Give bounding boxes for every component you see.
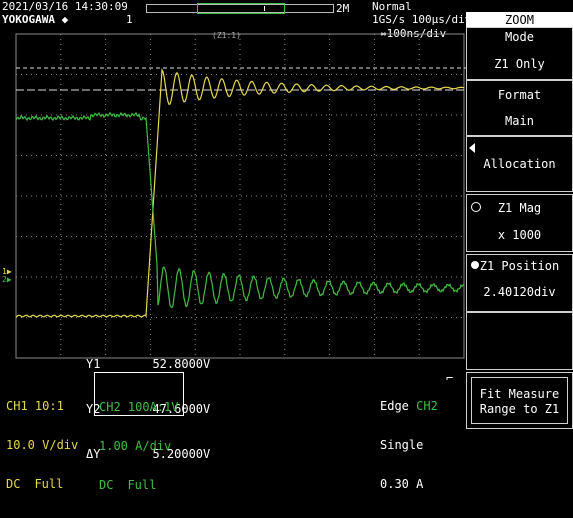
menu-mode-value: Z1 Only [494,57,545,71]
trigger-source: CH2 [416,399,438,413]
memory-length: 2M [336,2,350,15]
ch1-ground-marker: 1▶ [2,267,12,276]
menu-mode-label: Mode [505,30,534,44]
trigger-info[interactable]: Edge CH2 Single 0.30 A [380,374,438,504]
ch2-coupling-row: DC Full [99,478,157,492]
menu-title: ZOOM [466,12,573,28]
sample-rate: 1GS/s 100μs/div [372,13,472,26]
waveform-display[interactable]: 1▶ 2▶ (Z1:1) [0,30,467,367]
rotary-knob-icon [471,202,481,212]
trigger-position-marker [264,6,265,11]
menu-z1-position-value: 2.40120div [483,285,556,299]
menu-mode-button[interactable]: Mode Z1 Only [466,27,573,80]
menu-z1-mag-button[interactable]: Z1 Mag x 1000 [466,194,573,252]
memory-position-bar[interactable] [146,3,334,14]
ch1-waveform [15,68,465,318]
menu-z1-position-button[interactable]: Z1 Position 2.40120div [466,254,573,312]
graticule-border [15,33,465,359]
ch1-coupling-row: DC Full [6,477,64,491]
ch2-ground-marker: 2▶ [2,275,12,284]
fit-measure-inner-frame [471,377,568,424]
menu-allocation-button[interactable]: Allocation [466,136,573,192]
menu-fit-measure-label: Fit Measure [479,387,560,401]
graticule [16,34,464,358]
trigger-level: 0.30 A [380,477,424,491]
menu-empty-button[interactable] [466,312,573,370]
menu-allocation-label: Allocation [483,157,556,171]
ch2-info-box[interactable]: CH2 100A:1V 1.00 A/div DC Full [94,372,184,492]
cursor-row-y1: Y1 52.8000V [86,357,211,371]
rising-edge-icon: ⌐ [446,371,454,385]
menu-z1-mag-label: Z1 Mag [497,201,542,215]
rotary-knob-active-icon [471,261,479,269]
zoom-window-label: (Z1:1) [212,31,241,40]
record-count: 1 [126,13,133,26]
menu-fit-measure-button[interactable]: Fit Measure Range to Z1 [466,372,573,429]
ch1-title: CH1 10:1 [6,399,64,413]
brand-logo: YOKOGAWA ◆ [2,13,69,26]
zoom-window-marker[interactable] [197,3,285,14]
menu-z1-position-label: Z1 Position [479,259,560,273]
datetime: 2021/03/16 14:30:09 [2,0,128,13]
menu-format-value: Main [505,114,534,128]
trigger-mode-single: Single [380,438,424,452]
arrow-left-icon [469,143,475,153]
ch1-scale: 10.0 V/div [6,438,79,452]
trigger-mode: Normal [372,0,412,13]
ch2-scale: 1.00 A/div [99,439,172,453]
cursor-row-y2: Y2 47.6000V [86,402,211,416]
menu-fit-measure-value: Range to Z1 [479,402,560,416]
ch2-title: CH2 100A:1V [99,400,179,414]
menu-z1-mag-value: x 1000 [497,228,542,242]
ch1-info[interactable]: CH1 10:1 10.0 V/div DC Full [6,374,78,504]
menu-format-label: Format [497,88,542,102]
ch2-waveform [15,111,465,309]
trigger-type: Edge [380,399,409,413]
menu-format-button[interactable]: Format Main [466,80,573,136]
